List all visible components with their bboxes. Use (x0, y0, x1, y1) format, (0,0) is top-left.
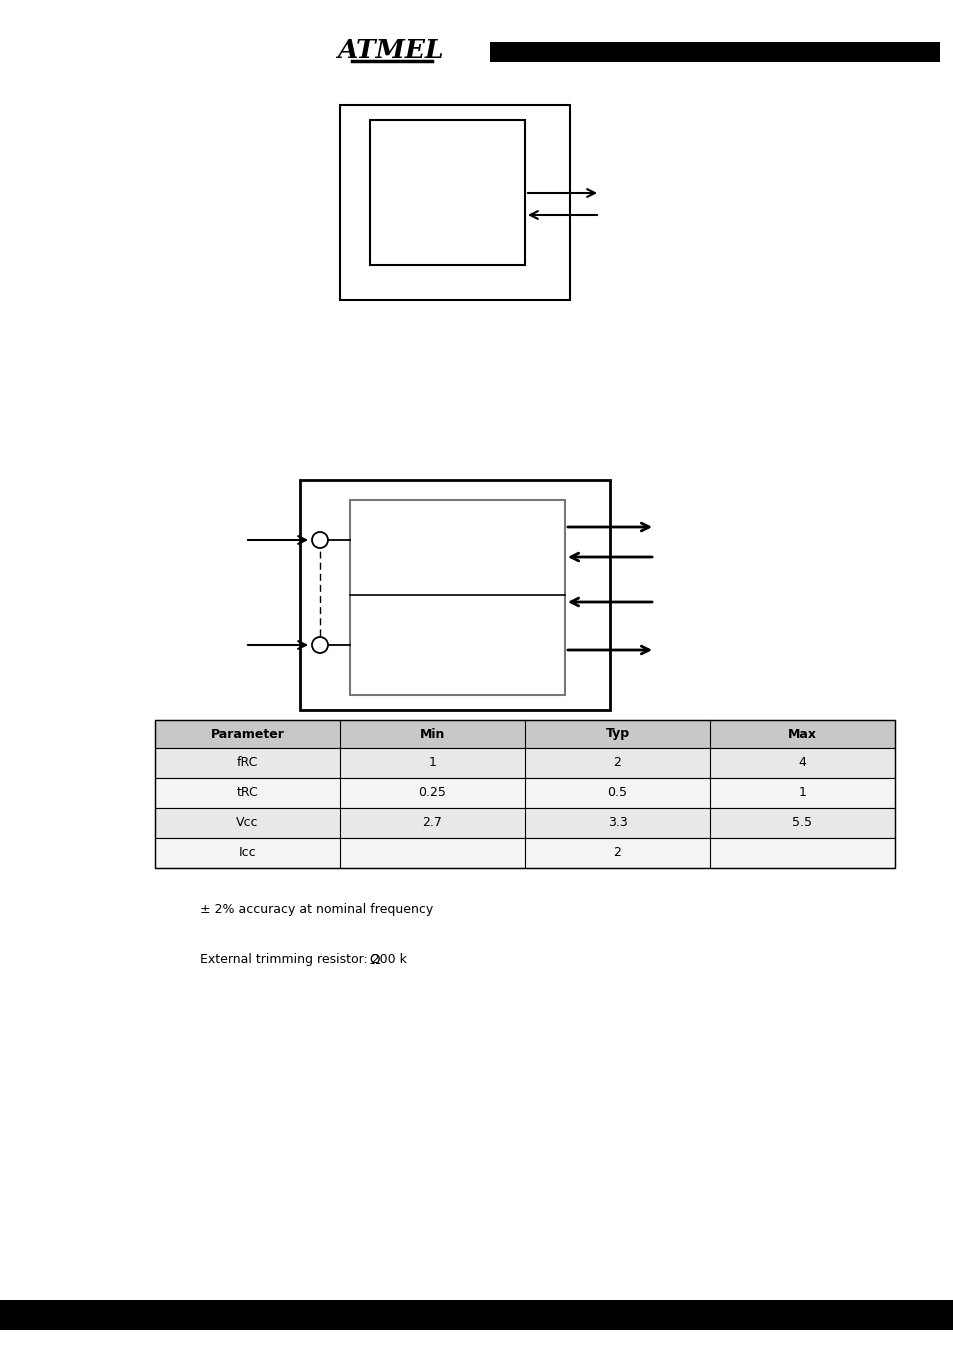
Bar (154, 808, 894, 838)
Bar (154, 720, 894, 748)
Bar (154, 838, 894, 867)
Text: 2: 2 (613, 847, 620, 859)
Circle shape (312, 638, 328, 653)
Text: tRC: tRC (236, 786, 258, 800)
Text: 0.25: 0.25 (418, 786, 446, 800)
Text: fRC: fRC (236, 757, 258, 770)
Bar (339, 105, 569, 300)
Text: 2.7: 2.7 (422, 816, 442, 830)
Text: Typ: Typ (605, 727, 629, 740)
Text: 0.5: 0.5 (607, 786, 627, 800)
Bar (490, 42, 939, 62)
Text: 1: 1 (798, 786, 805, 800)
Bar (154, 778, 894, 808)
Text: Min: Min (419, 727, 445, 740)
Text: 5.5: 5.5 (792, 816, 812, 830)
Text: Vcc: Vcc (236, 816, 258, 830)
Text: Ω: Ω (370, 952, 380, 967)
Bar (154, 748, 894, 778)
Bar (0, 1300, 953, 1329)
Text: 3.3: 3.3 (607, 816, 627, 830)
Text: Max: Max (787, 727, 816, 740)
Bar (299, 480, 609, 711)
Circle shape (312, 532, 328, 549)
Bar (350, 500, 564, 694)
Bar (154, 720, 894, 867)
Text: 1: 1 (428, 757, 436, 770)
Text: ATMEL: ATMEL (336, 38, 443, 62)
Text: Parameter: Parameter (211, 727, 284, 740)
Bar (370, 120, 524, 265)
Text: Icc: Icc (238, 847, 256, 859)
Text: 4: 4 (798, 757, 805, 770)
Text: 2: 2 (613, 757, 620, 770)
Text: External trimming resistor: 200 k: External trimming resistor: 200 k (200, 954, 406, 966)
Text: ± 2% accuracy at nominal frequency: ± 2% accuracy at nominal frequency (200, 904, 433, 916)
